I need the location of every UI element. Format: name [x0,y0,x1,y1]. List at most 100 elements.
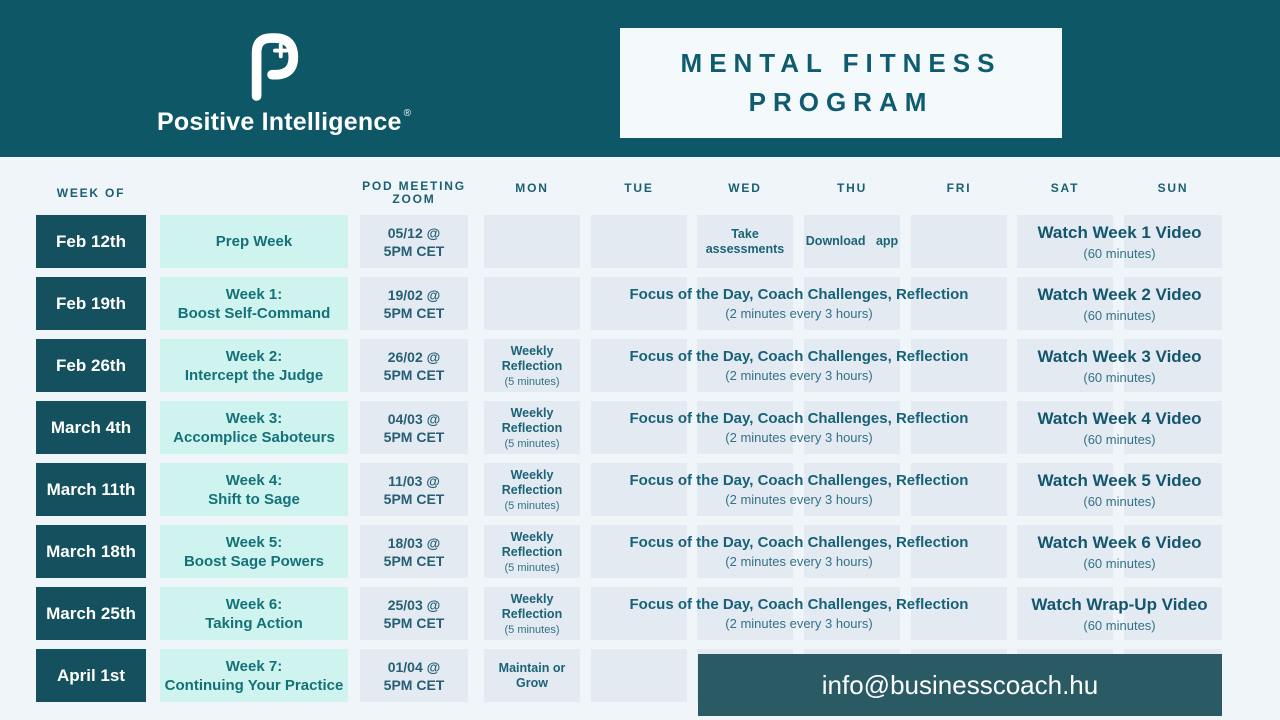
pod-time-line: 5PM CET [383,428,445,445]
week-title-line: Shift to Sage [208,490,300,508]
week-of-date: March 18th [36,525,146,578]
table-row: Feb 26th Week 2: Intercept the Judge 26/02 … [36,339,1222,392]
contact-email-bar: info@businesscoach.hu [698,654,1222,716]
day-cell-mon: Weekly Reflection (5 minutes) [484,525,580,578]
brand-name: Positive Intelligence ® [157,108,412,136]
pod-meeting-time: 11/03 @5PM CET [360,463,468,516]
schedule-table: WEEK OF POD MEETING ZOOM MON TUE WED THU FRI… [36,178,1222,711]
day-cell-sat [1017,339,1113,392]
program-title-box: MENTAL FITNESS PROGRAM [620,28,1062,138]
column-header-sat: SAT [1050,181,1080,195]
pod-meeting-time: 04/03 @5PM CET [360,401,468,454]
activity-text: Reflection [501,420,563,435]
pod-time-line: 5PM CET [383,490,445,507]
pod-meeting-time: 05/12 @5PM CET [360,215,468,268]
day-cell-thu [804,463,900,516]
activity-text: Weekly [510,467,554,482]
registered-trademark-symbol: ® [403,108,412,119]
pod-meeting-time: 01/04 @5PM CET [360,649,468,702]
day-cell-thu [804,277,900,330]
day-cell-wed [697,463,793,516]
activity-text: Weekly [510,405,554,420]
day-cell-tue [591,215,687,268]
table-row: March 18th Week 5: Boost Sage Powers 18/03 … [36,525,1222,578]
activity-text: Weekly [510,591,554,606]
day-cell-wed [697,525,793,578]
contact-email: info@businesscoach.hu [821,669,1099,700]
pod-time-line: 5PM CET [383,614,445,631]
week-title-line: Week 7: [225,657,283,675]
week-of-date: March 25th [36,587,146,640]
day-cell-fri [911,587,1007,640]
day-cell-mon [484,277,580,330]
day-cell-thu [804,587,900,640]
day-cell-mon: Weekly Reflection (5 minutes) [484,587,580,640]
pod-time-line: 19/02 @ [387,286,441,303]
week-title: Week 2: Intercept the Judge [160,339,348,392]
activity-text: Weekly [510,343,554,358]
activity-duration: (5 minutes) [504,561,560,574]
activity-text: Take [731,226,759,241]
pod-time-line: 5PM CET [383,552,445,569]
day-cell-mon: Maintain or Grow [484,649,580,702]
column-header-wed: WED [728,181,762,195]
week-of-date: Feb 19th [36,277,146,330]
day-cell-sat [1017,587,1113,640]
week-title-line: Boost Sage Powers [183,552,325,570]
day-cell-sat [1017,277,1113,330]
week-of-date: Feb 12th [36,215,146,268]
column-header-tue: TUE [624,181,654,195]
pod-time-line: 5PM CET [383,676,445,693]
positive-intelligence-logo-icon [251,33,299,101]
day-cell-mon: Weekly Reflection (5 minutes) [484,339,580,392]
pod-time-line: 05/12 @ [387,224,441,241]
column-header-week-of: WEEK OF [56,186,126,200]
pod-meeting-time: 19/02 @5PM CET [360,277,468,330]
pod-time-line: 5PM CET [383,242,445,259]
day-cell-fri [911,463,1007,516]
day-cell-wed [697,277,793,330]
pod-time-line: 25/03 @ [387,596,441,613]
day-cell-thu [804,401,900,454]
week-of-date: Feb 26th [36,339,146,392]
activity-duration: (5 minutes) [504,499,560,512]
day-cell-wed [697,587,793,640]
week-title-line: Week 1: [225,285,283,303]
column-header-fri: FRI [946,181,972,195]
activity-text: Maintain or [498,660,566,675]
day-cell-fri [911,277,1007,330]
day-cell-tue [591,339,687,392]
table-row: March 25th Week 6: Taking Action 25/03 @5PM… [36,587,1222,640]
week-title: Week 4: Shift to Sage [160,463,348,516]
day-cell-thu [804,525,900,578]
pod-header-line: ZOOM [392,192,436,206]
week-of-date: April 1st [36,649,146,702]
pod-time-line: 5PM CET [383,304,445,321]
week-title: Prep Week [160,215,348,268]
column-header-mon: MON [515,181,549,195]
week-title-line: Boost Self-Command [177,304,331,322]
day-cell-fri [911,215,1007,268]
day-cell-sun [1124,463,1222,516]
day-cell-tue [591,401,687,454]
column-header-pod-meeting-zoom: POD MEETING ZOOM [360,180,468,206]
day-cell-sat [1017,401,1113,454]
column-header-sun: SUN [1157,181,1189,195]
day-cell-mon [484,215,580,268]
week-title: Week 3: Accomplice Saboteurs [160,401,348,454]
activity-text: Download app [805,234,899,248]
day-cell-wed: Take assessments [697,215,793,268]
activity-duration: (5 minutes) [504,623,560,636]
activity-text: Reflection [501,606,563,621]
day-cell-tue [591,463,687,516]
pod-meeting-time: 25/03 @5PM CET [360,587,468,640]
activity-duration: (5 minutes) [504,375,560,388]
pod-meeting-time: 26/02 @5PM CET [360,339,468,392]
table-row: Feb 19th Week 1: Boost Self-Command 19/02 @… [36,277,1222,330]
pod-time-line: 18/03 @ [387,534,441,551]
day-cell-tue [591,587,687,640]
week-title-line: Continuing Your Practice [164,676,344,694]
top-banner: Positive Intelligence ® MENTAL FITNESS PR… [0,0,1280,157]
pod-time-line: 01/04 @ [387,658,441,675]
day-cell-tue [591,649,687,702]
